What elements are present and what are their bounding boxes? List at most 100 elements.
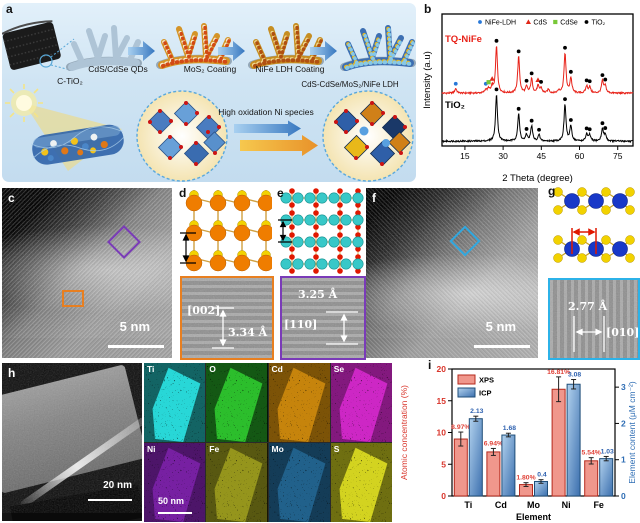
svg-text:0: 0 [621,491,626,501]
label-nife-ldh-coating: NiFe LDH Coating [255,64,325,74]
panel-e-hrtem-crop: 3.25 Å [110] [280,276,366,360]
scale-bar-label-eds: 50 nm [158,496,185,506]
tio2-ball-stick-model [278,188,364,274]
eds-tile-se: Se [330,363,392,442]
ldh-structure-inset-1 [136,90,228,182]
svg-text:30: 30 [498,151,508,161]
svg-text:Intensity (a.u): Intensity (a.u) [422,51,433,109]
svg-text:0.4: 0.4 [537,472,547,479]
eds-tile-ti: Ti [144,363,206,442]
svg-text:10: 10 [437,428,447,438]
scale-bar-h [88,499,132,501]
panel-label-f: f [372,191,376,205]
eds-tile-mo: Mo [268,443,330,522]
carbon-cloth-icon [1,20,61,70]
plane-label-010: [010] [606,326,638,339]
label-high-oxidation: High oxidation Ni species [218,107,314,117]
scale-bar-label-h: 20 nm [103,480,132,491]
panel-d-hrtem-crop: [002] 3.34 Å [180,276,274,360]
panel-label-h: h [8,366,16,380]
svg-text:3.08: 3.08 [568,372,581,379]
svg-text:TQ-NiFe: TQ-NiFe [445,34,482,45]
svg-text:75: 75 [613,151,623,161]
xrd-plot: 15 30 45 60 75 2 Theta (degree) Intensity (a.u… [422,13,634,184]
g-spacing-annotation: 2.77 Å [010] [568,299,638,352]
svg-text:Fe: Fe [593,500,604,510]
panel-label-g: g [548,184,556,198]
plane-label-110: [110] [284,318,317,331]
eds-label-s: S [333,444,340,454]
svg-text:TiO₂: TiO₂ [445,100,465,111]
panel-b-xrd-chart: 15 30 45 60 75 2 Theta (degree) Intensity (a.u… [418,0,640,185]
scale-bar-c [108,345,164,348]
svg-text:CdS: CdS [533,20,547,27]
svg-text:20: 20 [437,364,447,374]
panel-label-e: e [277,186,284,200]
panel-label-b: b [424,2,432,16]
nanorod-icon [31,124,124,165]
panel-label-c: c [8,191,15,205]
eds-label-fe: Fe [209,444,220,454]
label-product: CdS-CdSe/MoS₂/NiFe LDH [301,80,399,89]
panel-h-stem-image: 20 nm [2,363,142,521]
transform-arrow-blue-icon [234,120,301,137]
transform-arrow-orange-icon [240,135,318,156]
svg-text:1.68: 1.68 [503,425,516,432]
svg-text:Ni: Ni [562,500,571,510]
svg-text:3: 3 [621,382,626,392]
svg-text:TiO₂: TiO₂ [592,20,606,27]
svg-text:45: 45 [537,151,547,161]
scale-bar-eds [158,512,192,514]
eds-tile-ni: Ni 50 nm [144,443,206,522]
spacing-label-325: 3.25 Å [298,287,338,301]
svg-text:15: 15 [460,151,470,161]
svg-text:8.97%: 8.97% [451,424,470,431]
scale-bar-label-c: 5 nm [119,319,150,334]
eds-label-mo: Mo [271,444,284,454]
eds-label-o: O [209,364,216,374]
plane-label-002: [002] [187,304,220,317]
cds-ball-stick-model [180,190,275,272]
eds-element-maps: Ti O Cd Se Ni 50 nm Fe Mo S [144,363,392,522]
eds-tile-o: O [206,363,268,442]
label-c-tio2: C-TiO₂ [57,76,83,86]
panel-f-hrtem-image: 5 nm [366,188,538,358]
e-spacing-annotation: 3.25 Å [110] [284,287,358,345]
svg-text:0: 0 [441,491,446,501]
svg-text:16.81%: 16.81% [547,369,570,376]
panel-label-a: a [6,2,13,16]
label-mos2-coating: MoS₂ Coating [183,64,237,74]
svg-text:XPS: XPS [479,376,494,385]
ldh-structure-inset-2 [322,90,414,182]
mos2-ball-stick-model [552,187,636,264]
svg-text:Element: Element [516,512,551,522]
svg-text:6.94%: 6.94% [484,440,503,447]
eds-label-cd: Cd [271,364,283,374]
d-spacing-arrow [278,219,292,243]
panel-d-cds-model [176,186,275,274]
scale-bar-label-f: 5 nm [485,319,516,334]
eds-tile-s: S [330,443,392,522]
svg-text:2: 2 [621,418,626,428]
panel-e-tio2-model [278,186,364,274]
panel-label-d: d [179,186,187,200]
svg-text:2.13: 2.13 [470,408,483,415]
d-spacing-arrow [180,232,196,264]
eds-label-ti: Ti [147,364,155,374]
scale-bar-f [474,345,530,348]
c-tio2-branch-icon [70,28,138,67]
svg-text:1.80%: 1.80% [516,475,535,482]
d-spacing-annotation: [002] 3.34 Å [187,304,268,349]
eds-tile-fe: Fe [206,443,268,522]
svg-text:CdSe: CdSe [560,20,578,27]
svg-text:2 Theta (degree): 2 Theta (degree) [502,173,573,184]
svg-text:Element content (μM cm⁻²): Element content (μM cm⁻²) [627,381,637,484]
roi-orange-box [62,290,84,307]
svg-text:60: 60 [575,151,585,161]
xps-icp-plot: 0 5 10 15 20 0 1 2 3 8.97% 2.13 Ti 6.94% 1.68 Cd 1.80% 0… [399,364,637,522]
eds-label-ni: Ni [147,444,156,454]
panel-c-hrtem-image: 5 nm [2,188,172,358]
svg-text:Cd: Cd [495,500,507,510]
spacing-label-277: 2.77 Å [568,299,608,313]
